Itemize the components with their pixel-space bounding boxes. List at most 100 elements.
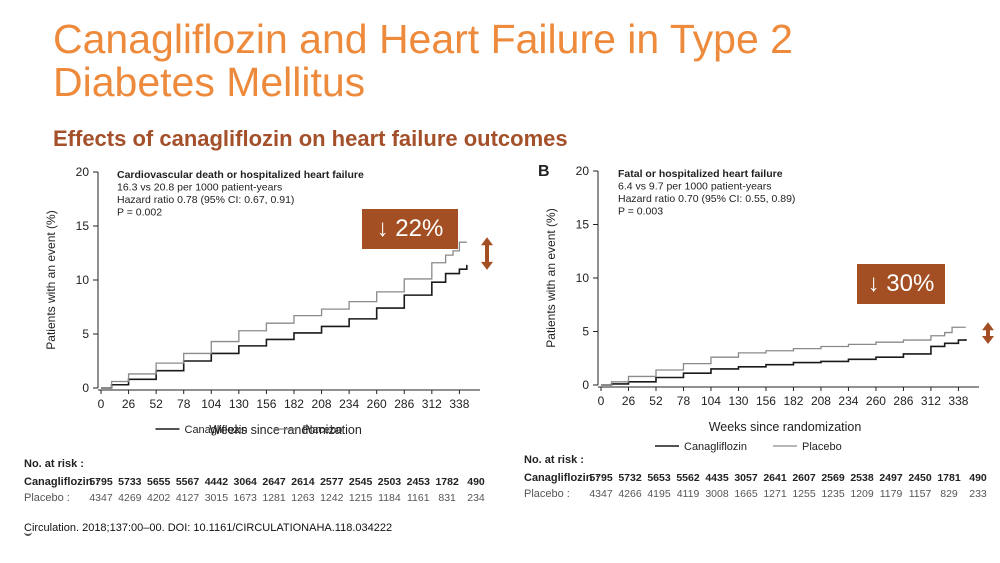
x-tick-label: 312 [921,394,941,408]
x-tick-label: 182 [783,394,803,408]
y-tick-label: 10 [76,273,90,287]
x-tick-label: 182 [284,397,304,411]
y-tick-label: 5 [82,327,89,341]
risk-cell: 5732 [618,472,642,484]
risk-cell: 2453 [406,476,430,488]
x-tick-label: 260 [866,394,886,408]
stat-annotation: 16.3 vs 20.8 per 1000 patient-years [117,182,282,194]
risk-cell: 2614 [291,476,315,488]
risk-cell: 4202 [147,492,171,504]
y-tick-label: 5 [582,325,589,339]
stat-annotation: 6.4 vs 9.7 per 1000 patient-years [618,181,772,193]
endpoint-label: Cardiovascular death or hospitalized hea… [117,169,364,181]
risk-cell: 1781 [937,472,961,484]
risk-cell: 1179 [879,488,903,500]
risk-cell: 4127 [175,492,200,504]
risk-cell: 1157 [908,488,932,500]
y-tick-label: 15 [76,219,90,233]
risk-cell: 1235 [821,488,845,500]
risk-cell: 490 [467,476,485,488]
risk-cell: 3064 [233,476,257,488]
risk-cell: 3015 [204,492,229,504]
difference-arrow-head-down [982,335,994,344]
x-tick-label: 0 [98,397,105,411]
x-tick-label: 26 [622,394,636,408]
slide-subtitle: Effects of canagliflozin on heart failur… [53,126,568,151]
risk-cell: 2497 [879,472,903,484]
risk-cell: 4442 [204,476,229,488]
risk-cell: 4347 [589,488,613,500]
difference-arrow-head-down [481,261,493,270]
series-line-canagliflozin [101,264,468,389]
risk-cell: 4435 [705,472,729,484]
risk-row-label: Placebo : [524,488,570,500]
risk-cell: 4266 [618,488,642,500]
x-tick-label: 338 [948,394,968,408]
x-tick-label: 104 [701,394,721,408]
legend-label-placebo: Placebo [303,424,343,436]
risk-cell: 831 [438,492,456,504]
stat-annotation: Hazard ratio 0.70 (95% CI: 0.55, 0.89) [618,193,795,205]
risk-table-title: No. at risk : [524,454,584,466]
y-tick-label: 10 [576,271,590,285]
x-tick-label: 208 [312,397,332,411]
difference-arrow-head-up [982,322,994,331]
x-tick-label: 130 [728,394,748,408]
risk-cell: 4195 [647,488,671,500]
y-axis-label: Patients with an event (%) [44,210,58,349]
y-axis-label: Patients with an event (%) [544,208,558,347]
risk-cell: 4269 [118,492,142,504]
risk-cell: 1184 [378,492,401,504]
risk-cell: 1215 [348,492,373,504]
x-tick-label: 286 [893,394,913,408]
x-axis-label: Weeks since randomization [209,423,362,437]
risk-cell: 2545 [348,476,373,488]
risk-cell: 5795 [589,472,613,484]
stat-annotation: P = 0.002 [117,207,162,219]
risk-cell: 1281 [262,492,286,504]
risk-cell: 5733 [118,476,142,488]
risk-cell: 5567 [175,476,200,488]
y-tick-label: 0 [582,378,589,392]
risk-cell: 4347 [89,492,113,504]
y-tick-label: 0 [82,381,89,395]
x-tick-label: 312 [422,397,442,411]
risk-cell: 829 [940,488,958,500]
risk-cell: 2577 [320,476,344,488]
x-tick-label: 286 [394,397,414,411]
y-tick-label: 20 [576,164,590,178]
risk-cell: 1255 [792,488,816,500]
x-tick-label: 0 [598,394,605,408]
x-tick-label: 156 [756,394,776,408]
risk-cell: 1209 [850,488,874,500]
endpoint-label: Fatal or hospitalized heart failure [618,168,783,180]
risk-cell: 2503 [377,476,402,488]
stat-annotation: P = 0.003 [618,206,663,218]
risk-cell: 1161 [407,492,430,504]
risk-row-label: Canagliflozin : [524,472,600,484]
risk-cell: 5562 [676,472,700,484]
panel-b-letter: B [538,163,550,180]
legend-label-placebo: Placebo [802,441,842,453]
x-tick-label: 78 [177,397,191,411]
callout-reduction-fatal-hhf: ↓ 30% [857,264,945,304]
x-tick-label: 338 [449,397,469,411]
series-line-placebo [601,326,966,386]
risk-cell: 1673 [233,492,257,504]
risk-cell: 2569 [821,472,845,484]
legend-label-canagliflozin: Canagliflozin [185,424,248,436]
x-tick-label: 52 [149,397,163,411]
risk-cell: 2538 [850,472,874,484]
series-line-placebo [101,241,467,389]
x-tick-label: 52 [649,394,663,408]
risk-cell: 2647 [262,476,286,488]
risk-cell: 1263 [291,492,315,504]
risk-cell: 5795 [89,476,113,488]
risk-cell: 490 [969,472,987,484]
risk-cell: 1782 [435,476,459,488]
x-tick-label: 234 [838,394,858,408]
stat-annotation: Hazard ratio 0.78 (95% CI: 0.67, 0.91) [117,194,294,206]
callout-reduction-cv-death-hhf: ↓ 22% [362,209,458,249]
x-tick-label: 130 [229,397,249,411]
